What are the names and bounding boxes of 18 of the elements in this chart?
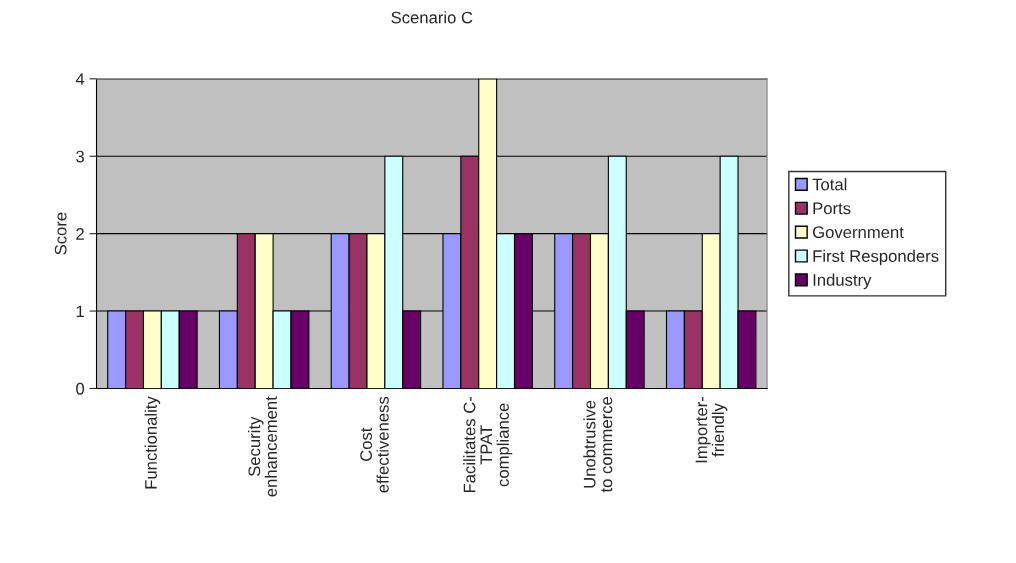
y-tick-label: 1 [76, 305, 84, 318]
x-tick-label: Importer- friendly [695, 396, 728, 463]
y-tick-label: 0 [76, 382, 85, 395]
x-tick-label: Facilitates C- TPAT compliance [463, 396, 513, 493]
legend-label: Total [812, 178, 847, 191]
legend-label: First Responders [813, 249, 939, 266]
chart-title: Scenario C [391, 11, 473, 24]
y-tick-label: 4 [75, 73, 85, 85]
legend-label: Government [813, 226, 904, 239]
legend-label: Ports [813, 202, 851, 215]
x-tick-label: Functionality [144, 396, 161, 489]
x-tick-label: Unobtrusive to commerce [583, 396, 613, 493]
x-tick-label: Security enhancement [248, 396, 278, 497]
y-axis-title: Score [54, 212, 67, 255]
y-tick-label: 2 [76, 228, 84, 240]
x-tick-label: Cost effectiveness [360, 396, 389, 493]
y-tick-label: 3 [76, 150, 84, 163]
legend-label: Industry [813, 273, 872, 290]
